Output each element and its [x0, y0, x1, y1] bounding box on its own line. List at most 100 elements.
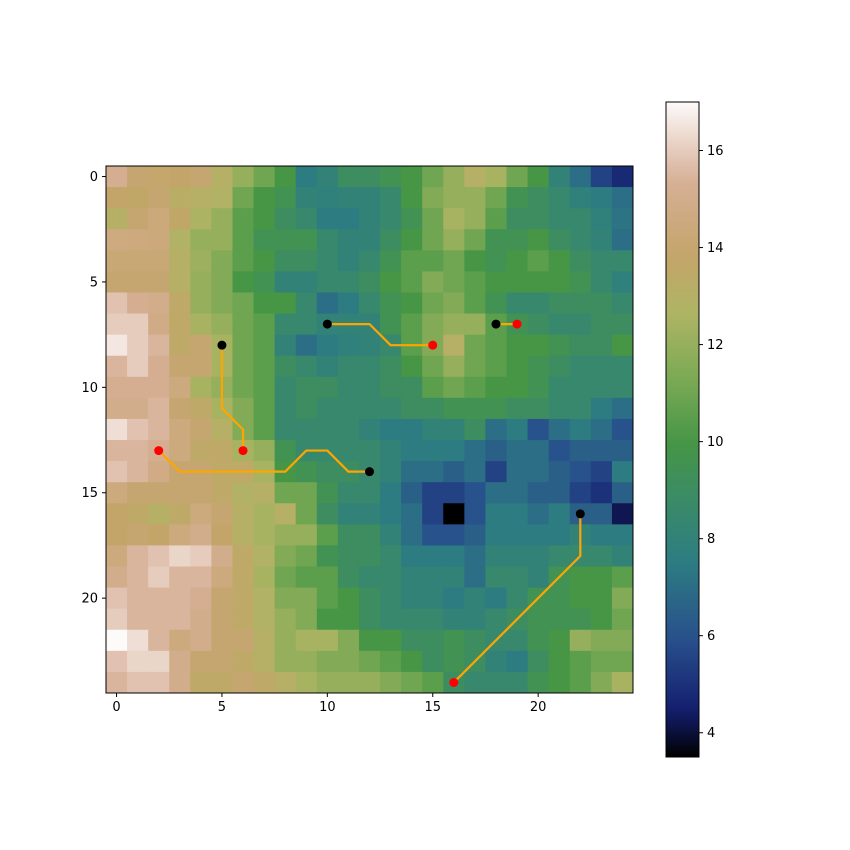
- end-marker: [428, 340, 438, 350]
- heatmap-cell: [295, 671, 318, 693]
- heatmap-cell: [169, 187, 191, 209]
- heatmap-cell: [253, 208, 276, 230]
- heatmap-cell: [253, 355, 276, 378]
- heatmap-cell: [401, 250, 423, 272]
- heatmap-cell: [190, 355, 212, 378]
- heatmap-cell: [443, 608, 465, 631]
- heatmap-cell: [443, 313, 465, 336]
- heatmap-cell: [232, 629, 255, 652]
- heatmap-cell: [569, 482, 592, 504]
- heatmap-cell: [106, 355, 128, 378]
- heatmap-cell: [401, 629, 423, 652]
- heatmap-cell: [169, 397, 191, 420]
- heatmap-cell: [422, 292, 444, 315]
- heatmap-cell: [485, 545, 508, 568]
- heatmap-cell: [569, 355, 592, 378]
- heatmap-cell: [422, 671, 444, 693]
- heatmap-cell: [316, 608, 339, 631]
- heatmap-cell: [569, 397, 592, 420]
- heatmap-cell: [548, 313, 571, 336]
- heatmap-cell: [337, 524, 360, 547]
- heatmap-cell: [316, 376, 339, 399]
- heatmap-cell: [380, 292, 402, 315]
- heatmap-cell: [295, 229, 318, 251]
- y-tick-label: 0: [90, 170, 98, 185]
- heatmap-cell: [464, 503, 487, 525]
- heatmap-cell: [506, 376, 529, 399]
- heatmap-cell: [611, 313, 633, 336]
- heatmap-cell: [337, 587, 360, 610]
- heatmap-cell: [464, 355, 487, 378]
- heatmap-cell: [211, 208, 234, 230]
- heatmap-cell: [569, 629, 592, 652]
- heatmap-cell: [190, 397, 212, 420]
- heatmap-cell: [127, 376, 149, 399]
- heatmap-cell: [358, 208, 381, 230]
- heatmap-cell: [169, 566, 191, 589]
- heatmap-cell: [422, 166, 444, 188]
- heatmap-cell: [316, 566, 339, 589]
- heatmap-cell: [106, 671, 128, 693]
- route-path: [327, 323, 433, 347]
- heatmap-cell: [127, 629, 149, 652]
- heatmap-cell: [211, 587, 234, 610]
- heatmap-cell: [232, 376, 255, 399]
- heatmap-cell: [295, 608, 318, 631]
- heatmap-cell: [253, 650, 276, 673]
- heatmap-cell: [527, 566, 550, 589]
- heatmap-cell: [590, 187, 613, 209]
- heatmap-cell: [253, 187, 276, 209]
- heatmap-cell: [380, 271, 402, 294]
- heatmap-cell: [401, 608, 423, 631]
- heatmap-cell: [127, 482, 149, 504]
- heatmap-cell: [337, 650, 360, 673]
- heatmap-cell: [464, 313, 487, 336]
- heatmap-cell: [127, 503, 149, 525]
- heatmap-cell: [611, 292, 633, 315]
- heatmap-cell: [548, 587, 571, 610]
- heatmap-cell: [422, 545, 444, 568]
- y-tick-label: 20: [81, 592, 98, 607]
- heatmap-cell: [358, 545, 381, 568]
- heatmap-cell: [127, 397, 149, 420]
- heatmap-cell: [337, 334, 360, 357]
- heatmap-cell: [274, 187, 297, 209]
- heatmap-cell: [148, 629, 170, 652]
- heatmap-cell: [485, 229, 508, 251]
- heatmap-cell: [590, 650, 613, 673]
- start-marker: [365, 467, 374, 477]
- heatmap-cell: [506, 440, 529, 462]
- heatmap-cell: [401, 545, 423, 568]
- heatmap-cell: [611, 418, 633, 441]
- heatmap-cell: [232, 503, 255, 525]
- heatmap-cell: [611, 503, 633, 525]
- heatmap-cell: [253, 418, 276, 441]
- heatmap-cell: [190, 545, 212, 568]
- heatmap-cell: [337, 229, 360, 251]
- heatmap-cell: [464, 461, 487, 483]
- heatmap-cell: [590, 250, 613, 272]
- heatmap-cell: [148, 313, 170, 336]
- heatmap-cell: [506, 629, 529, 652]
- x-tick-label: 0: [112, 700, 120, 715]
- heatmap-cell: [527, 187, 550, 209]
- heatmap-cell: [464, 208, 487, 230]
- heatmap-cell: [464, 376, 487, 399]
- heatmap-cell: [548, 671, 571, 693]
- heatmap-cell: [316, 650, 339, 673]
- heatmap-cell: [274, 229, 297, 251]
- heatmap-cell: [485, 482, 508, 504]
- heatmap-cell: [527, 250, 550, 272]
- heatmap-cell: [443, 440, 465, 462]
- heatmap-cell: [485, 187, 508, 209]
- heatmap-cell: [380, 503, 402, 525]
- heatmap-cell: [169, 292, 191, 315]
- heatmap-cell: [611, 376, 633, 399]
- heatmap-cell: [106, 440, 128, 462]
- heatmap-cell: [422, 608, 444, 631]
- heatmap-cell: [358, 608, 381, 631]
- heatmap-cell: [190, 229, 212, 251]
- heatmap-cell: [148, 418, 170, 441]
- heatmap-cell: [485, 440, 508, 462]
- heatmap-cell: [485, 397, 508, 420]
